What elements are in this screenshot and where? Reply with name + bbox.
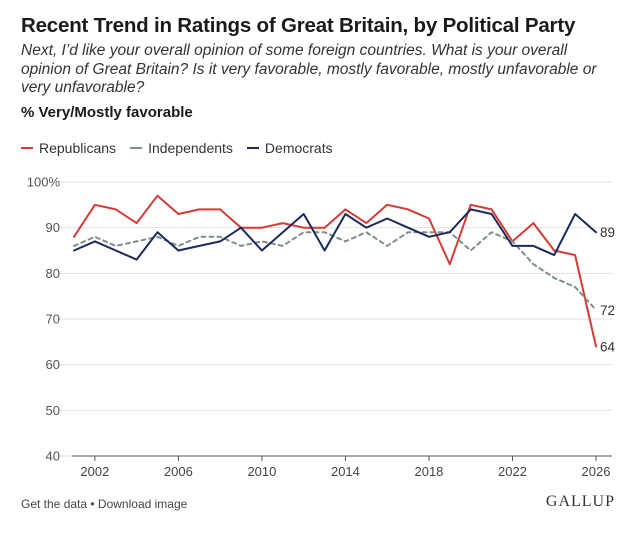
- y-tick-label-60: 60: [46, 357, 60, 372]
- x-tick-label-2022: 2022: [498, 464, 527, 479]
- end-label-democrats: 89: [600, 225, 615, 240]
- y-tick-label-100: 100%: [27, 175, 61, 190]
- x-tick-label-2006: 2006: [164, 464, 193, 479]
- end-label-republicans: 64: [600, 339, 616, 354]
- y-tick-label-40: 40: [46, 449, 60, 464]
- x-tick-label-2010: 2010: [247, 464, 276, 479]
- series-line-democrats: [73, 208, 597, 261]
- legend-swatch-republicans: [21, 147, 33, 149]
- series-line-independents: [73, 231, 597, 311]
- y-tick-label-50: 50: [46, 403, 60, 418]
- download-image-link[interactable]: Download image: [97, 497, 188, 511]
- legend-swatch-independents: [130, 147, 143, 149]
- y-tick-label-80: 80: [46, 266, 60, 281]
- footer-separator: •: [87, 497, 98, 511]
- legend-label-democrats: Democrats: [264, 140, 333, 156]
- chart-title: Recent Trend in Ratings of Great Britain…: [21, 14, 576, 37]
- legend-swatch-democrats: [246, 147, 259, 149]
- x-tick-label-2018: 2018: [414, 464, 443, 479]
- measure-label: % Very/Mostly favorable: [21, 104, 193, 121]
- legend-label-republicans: Republicans: [39, 140, 117, 156]
- x-tick-label-2002: 2002: [80, 464, 109, 479]
- legend: Republicans Independents Democrats: [21, 140, 347, 156]
- x-tick-label-2014: 2014: [331, 464, 360, 479]
- get-data-link[interactable]: Get the data: [21, 497, 88, 511]
- legend-item-democrats: Democrats: [246, 140, 333, 156]
- footer-links: Get the data • Download image: [21, 497, 187, 511]
- y-tick-label-70: 70: [46, 312, 60, 327]
- legend-label-independents: Independents: [148, 140, 233, 156]
- end-label-independents: 72: [600, 303, 615, 318]
- legend-item-independents: Independents: [130, 140, 233, 156]
- gallup-logo: GALLUP: [545, 493, 615, 510]
- y-tick-label-90: 90: [46, 220, 60, 235]
- x-tick-label-2026: 2026: [582, 464, 611, 479]
- question-text: Next, I’d like your overall opinion of s…: [21, 42, 597, 96]
- legend-item-republicans: Republicans: [21, 140, 116, 156]
- series-line-republicans: [73, 194, 597, 348]
